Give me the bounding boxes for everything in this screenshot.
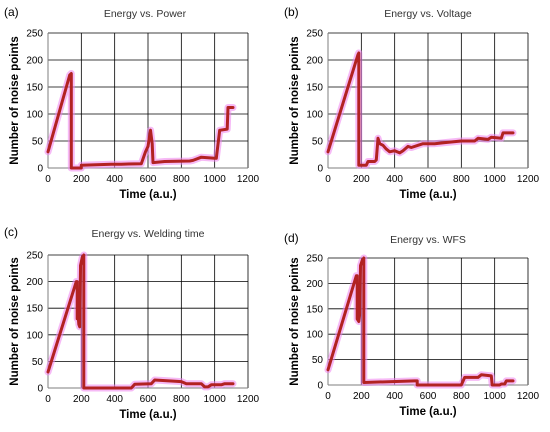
panel-b-series-line	[326, 51, 515, 167]
panel-b-y-axis-label: Number of noise points	[289, 36, 301, 164]
panel-a-x-tick-label: 1000	[204, 174, 227, 185]
panel-a-label: (a)	[4, 5, 19, 19]
panel-d-y-tick-label: 0	[317, 381, 323, 392]
panel-b-y-tick-label: 150	[306, 83, 323, 94]
panel-a-y-tick-label: 100	[26, 110, 43, 121]
panel-a-series-halo	[44, 70, 237, 172]
panel-a-series-line	[46, 72, 235, 170]
panel-a-y-tick-label: 150	[26, 83, 43, 94]
panel-d-x-tick-label: 200	[353, 391, 370, 402]
panel-c-plot: 0 200 400 600 800 1000 1200 0 50 100 150 200 250 Time…	[9, 251, 260, 422]
panel-c-x-tick-label: 200	[73, 394, 90, 405]
panel-c-title: Energy vs. Welding time	[91, 228, 204, 240]
panel-c-y-tick-label: 150	[26, 304, 43, 315]
panel-d-title: Energy vs. WFS	[390, 234, 466, 246]
panel-b-y-tick-label: 100	[306, 110, 323, 121]
panel-a-y-tick-label: 200	[26, 56, 43, 67]
panel-b-x-axis-label: Time (a.u.)	[399, 189, 456, 201]
panel-a-x-tick-label: 1200	[237, 174, 260, 185]
panel-d-x-tick-label: 800	[453, 391, 470, 402]
panel-d-x-tick-label: 0	[325, 391, 331, 402]
panel-b-label: (b)	[284, 5, 299, 19]
panel-c-x-tick-label: 1200	[237, 394, 260, 405]
panel-b-plot: 0 200 400 600 800 1000 1200 0 50 100 150 200 250 Time…	[289, 29, 540, 202]
panel-c-x-tick-label: 800	[173, 394, 190, 405]
panel-c-series-halo	[44, 251, 237, 392]
panel-c-x-tick-label: 0	[45, 394, 51, 405]
panel-c-label: (c)	[4, 225, 18, 239]
panel-d-y-tick-label: 250	[306, 254, 323, 265]
panel-b-x-tick-label: 1000	[484, 174, 507, 185]
panel-d-y-tick-label: 50	[312, 355, 324, 366]
panel-b-x-tick-label: 0	[325, 174, 331, 185]
panel-c-y-tick-label: 250	[26, 251, 43, 262]
panel-b-y-tick-label: 250	[306, 29, 323, 40]
panel-d-x-tick-label: 1000	[484, 391, 507, 402]
panel-a-y-tick-label: 250	[26, 29, 43, 40]
panel-a-x-tick-label: 600	[140, 174, 157, 185]
panel-a-plot: 0 200 400 600 800 1000 1200 0 50 100 150 200 250 Time…	[9, 29, 260, 202]
panel-c-y-axis-label: Number of noise points	[9, 257, 21, 385]
panel-c-y-tick-label: 100	[26, 330, 43, 341]
panel-a-y-tick-label: 0	[37, 164, 43, 175]
panel-b-y-tick-label: 0	[317, 164, 323, 175]
panel-b-x-tick-label: 1200	[517, 174, 540, 185]
panel-b-y-tick-label: 200	[306, 56, 323, 67]
panel-c-y-tick-label: 200	[26, 277, 43, 288]
panel-c-x-tick-label: 1000	[204, 394, 227, 405]
panel-b-x-tick-label: 200	[353, 174, 370, 185]
panel-d-x-axis-label: Time (a.u.)	[399, 406, 456, 418]
panel-d-y-tick-label: 100	[306, 330, 323, 341]
panel-d-y-axis-label: Number of noise points	[289, 257, 301, 385]
panel-c-series-line	[46, 253, 235, 390]
panel-b-y-tick-label: 50	[312, 137, 324, 148]
panel-b-x-tick-label: 600	[420, 174, 437, 185]
panel-a-y-tick-label: 50	[32, 137, 44, 148]
panel-a-x-tick-label: 200	[73, 174, 90, 185]
panel-c-x-tick-label: 400	[106, 394, 123, 405]
panel-a-x-tick-label: 400	[106, 174, 123, 185]
panel-d-plot: 0 200 400 600 800 1000 1200 0 50 100 150 200 250 Time…	[289, 254, 540, 419]
panel-b-x-tick-label: 400	[386, 174, 403, 185]
panel-b-title: Energy vs. Voltage	[384, 8, 472, 20]
panel-c-y-tick-label: 50	[32, 357, 44, 368]
panel-d-x-tick-label: 600	[420, 391, 437, 402]
panel-a-x-tick-label: 800	[173, 174, 190, 185]
panel-a-y-axis-label: Number of noise points	[9, 36, 21, 164]
panel-c-x-axis-label: Time (a.u.)	[119, 409, 176, 421]
panel-b-series-halo	[324, 49, 517, 169]
panel-c-x-tick-label: 600	[140, 394, 157, 405]
panel-a-x-tick-label: 0	[45, 174, 51, 185]
panel-d-label: (d)	[284, 231, 299, 245]
panel-a-title: Energy vs. Power	[104, 8, 187, 20]
panel-d-series-line	[326, 256, 515, 387]
panel-d-y-tick-label: 200	[306, 279, 323, 290]
panel-d-y-tick-label: 150	[306, 304, 323, 315]
panel-a-x-axis-label: Time (a.u.)	[119, 189, 176, 201]
panel-d-x-tick-label: 1200	[517, 391, 540, 402]
panel-b-x-tick-label: 800	[453, 174, 470, 185]
panel-d-x-tick-label: 400	[386, 391, 403, 402]
panel-c-y-tick-label: 0	[37, 384, 43, 395]
